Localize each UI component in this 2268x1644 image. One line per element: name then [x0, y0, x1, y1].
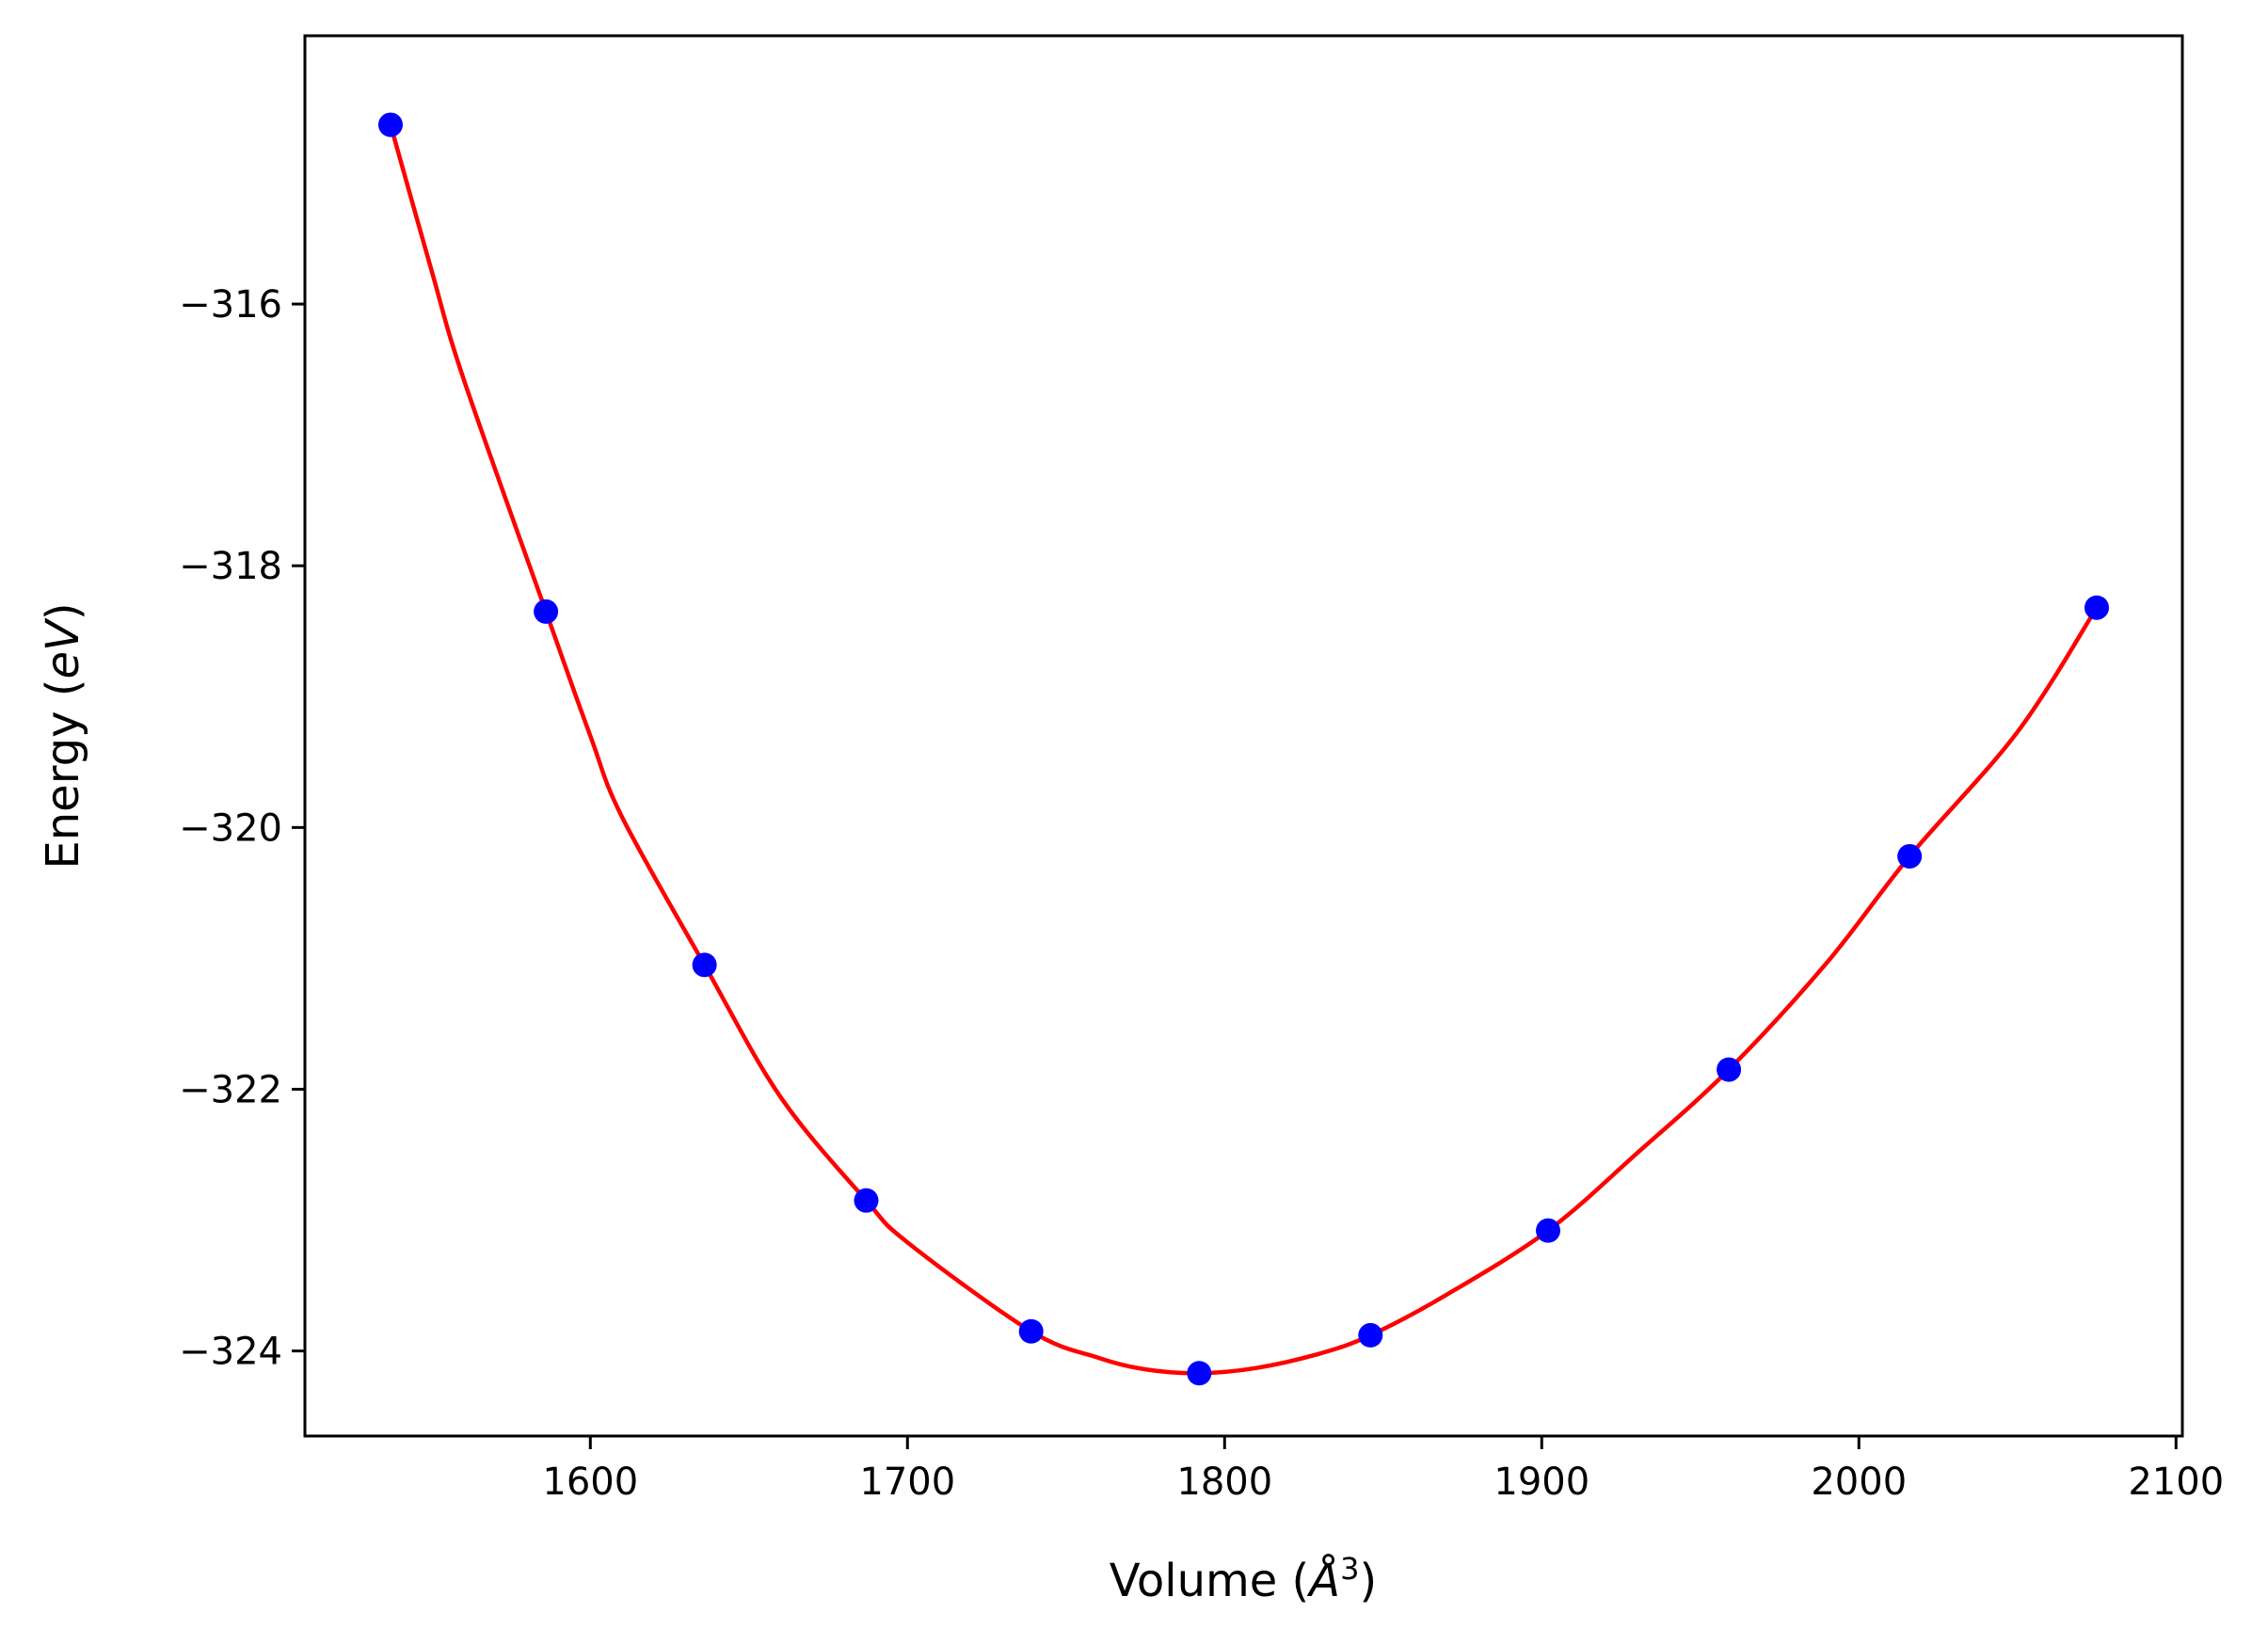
data-point: [1536, 1218, 1561, 1243]
data-point: [854, 1188, 879, 1213]
y-tick-label: −324: [179, 1331, 282, 1374]
x-axis-label: Volume (Å3): [1110, 1551, 1377, 1607]
y-tick-label: −318: [179, 545, 282, 588]
data-point: [377, 112, 403, 137]
x-tick-label: 1800: [1176, 1460, 1272, 1504]
data-point: [692, 952, 717, 978]
x-tick-label: 2000: [1811, 1460, 1907, 1504]
x-tick-label: 2100: [2128, 1460, 2224, 1504]
x-tick-label: 1900: [1493, 1460, 1589, 1504]
x-tick-label: 1700: [859, 1460, 955, 1504]
plot-frame: [303, 34, 2184, 1438]
y-axis-ticks: −316 −318 −320 −322 −324: [179, 283, 305, 1374]
data-points: [377, 112, 2110, 1386]
x-tick-label: 1600: [542, 1460, 638, 1504]
data-point: [534, 599, 559, 624]
data-point: [1358, 1322, 1383, 1348]
y-axis-label: Energy (eV): [37, 602, 89, 869]
fit-curve-line: [388, 122, 2100, 1376]
data-point: [1187, 1361, 1212, 1386]
data-point: [1018, 1318, 1044, 1344]
y-tick-label: −320: [179, 806, 282, 850]
data-point: [1717, 1057, 1742, 1082]
y-tick-label: −316: [179, 283, 282, 327]
y-tick-label: −322: [179, 1068, 282, 1111]
data-point: [2084, 595, 2110, 620]
data-point: [1897, 843, 1923, 869]
x-axis-ticks: 1600 1700 1800 1900 2000 2100: [542, 1436, 2224, 1504]
